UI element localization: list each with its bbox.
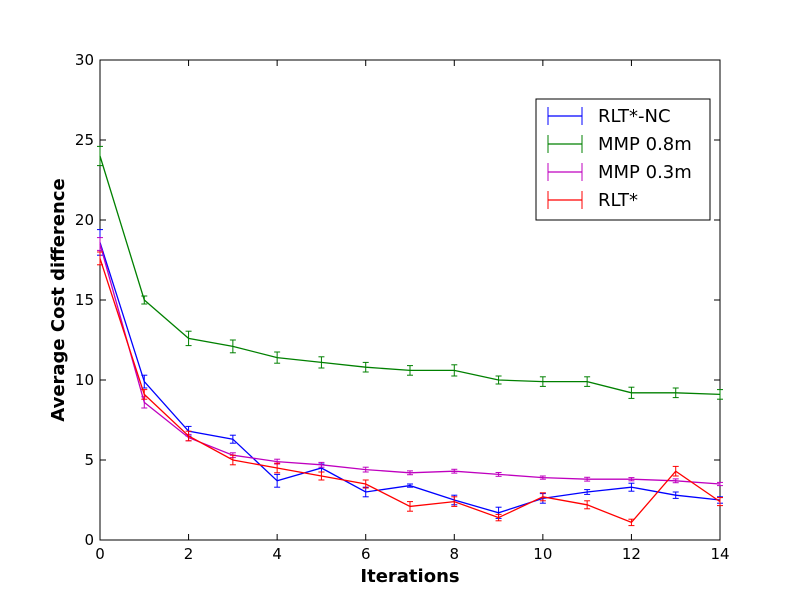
legend-label: RLT*	[598, 190, 638, 211]
series-2	[97, 237, 723, 487]
legend-label: MMP 0.8m	[598, 134, 692, 155]
y-tick-label: 0	[84, 531, 94, 549]
x-tick-label: 2	[184, 545, 194, 563]
legend-entry: RLT*	[547, 190, 638, 211]
x-tick-label: 14	[710, 545, 729, 563]
legend-label: MMP 0.3m	[598, 162, 692, 183]
x-tick-label: 12	[622, 545, 641, 563]
y-tick-label: 25	[75, 131, 94, 149]
series-line	[99, 243, 721, 485]
x-tick-label: 10	[533, 545, 552, 563]
x-tick-label: 8	[450, 545, 460, 563]
y-tick-label: 5	[84, 451, 94, 469]
legend-entry: MMP 0.8m	[547, 134, 692, 155]
series-line	[99, 258, 721, 524]
series-group	[97, 145, 723, 527]
legend-entry: MMP 0.3m	[547, 162, 692, 183]
legend-label: RLT*-NC	[598, 106, 671, 127]
legend: RLT*-NC MMP 0.8m MMP 0.3m RLT*	[535, 98, 711, 221]
x-axis-label: Iterations	[360, 566, 459, 587]
y-tick-label: 15	[75, 291, 94, 309]
x-tick-label: 4	[272, 545, 282, 563]
y-tick-label: 20	[75, 211, 94, 229]
series-0	[97, 229, 723, 519]
axis-ticks: 0 2 4 6 8 10 12 14 0 5 10 15 20 25 30	[75, 51, 730, 563]
x-tick-label: 6	[361, 545, 371, 563]
y-tick-label: 30	[75, 51, 94, 69]
series-3	[97, 251, 723, 527]
legend-entry: RLT*-NC	[547, 106, 671, 127]
x-tick-label: 0	[95, 545, 105, 563]
series-1	[97, 145, 723, 400]
y-axis-label: Average Cost difference	[48, 178, 69, 421]
y-tick-label: 10	[75, 371, 94, 389]
